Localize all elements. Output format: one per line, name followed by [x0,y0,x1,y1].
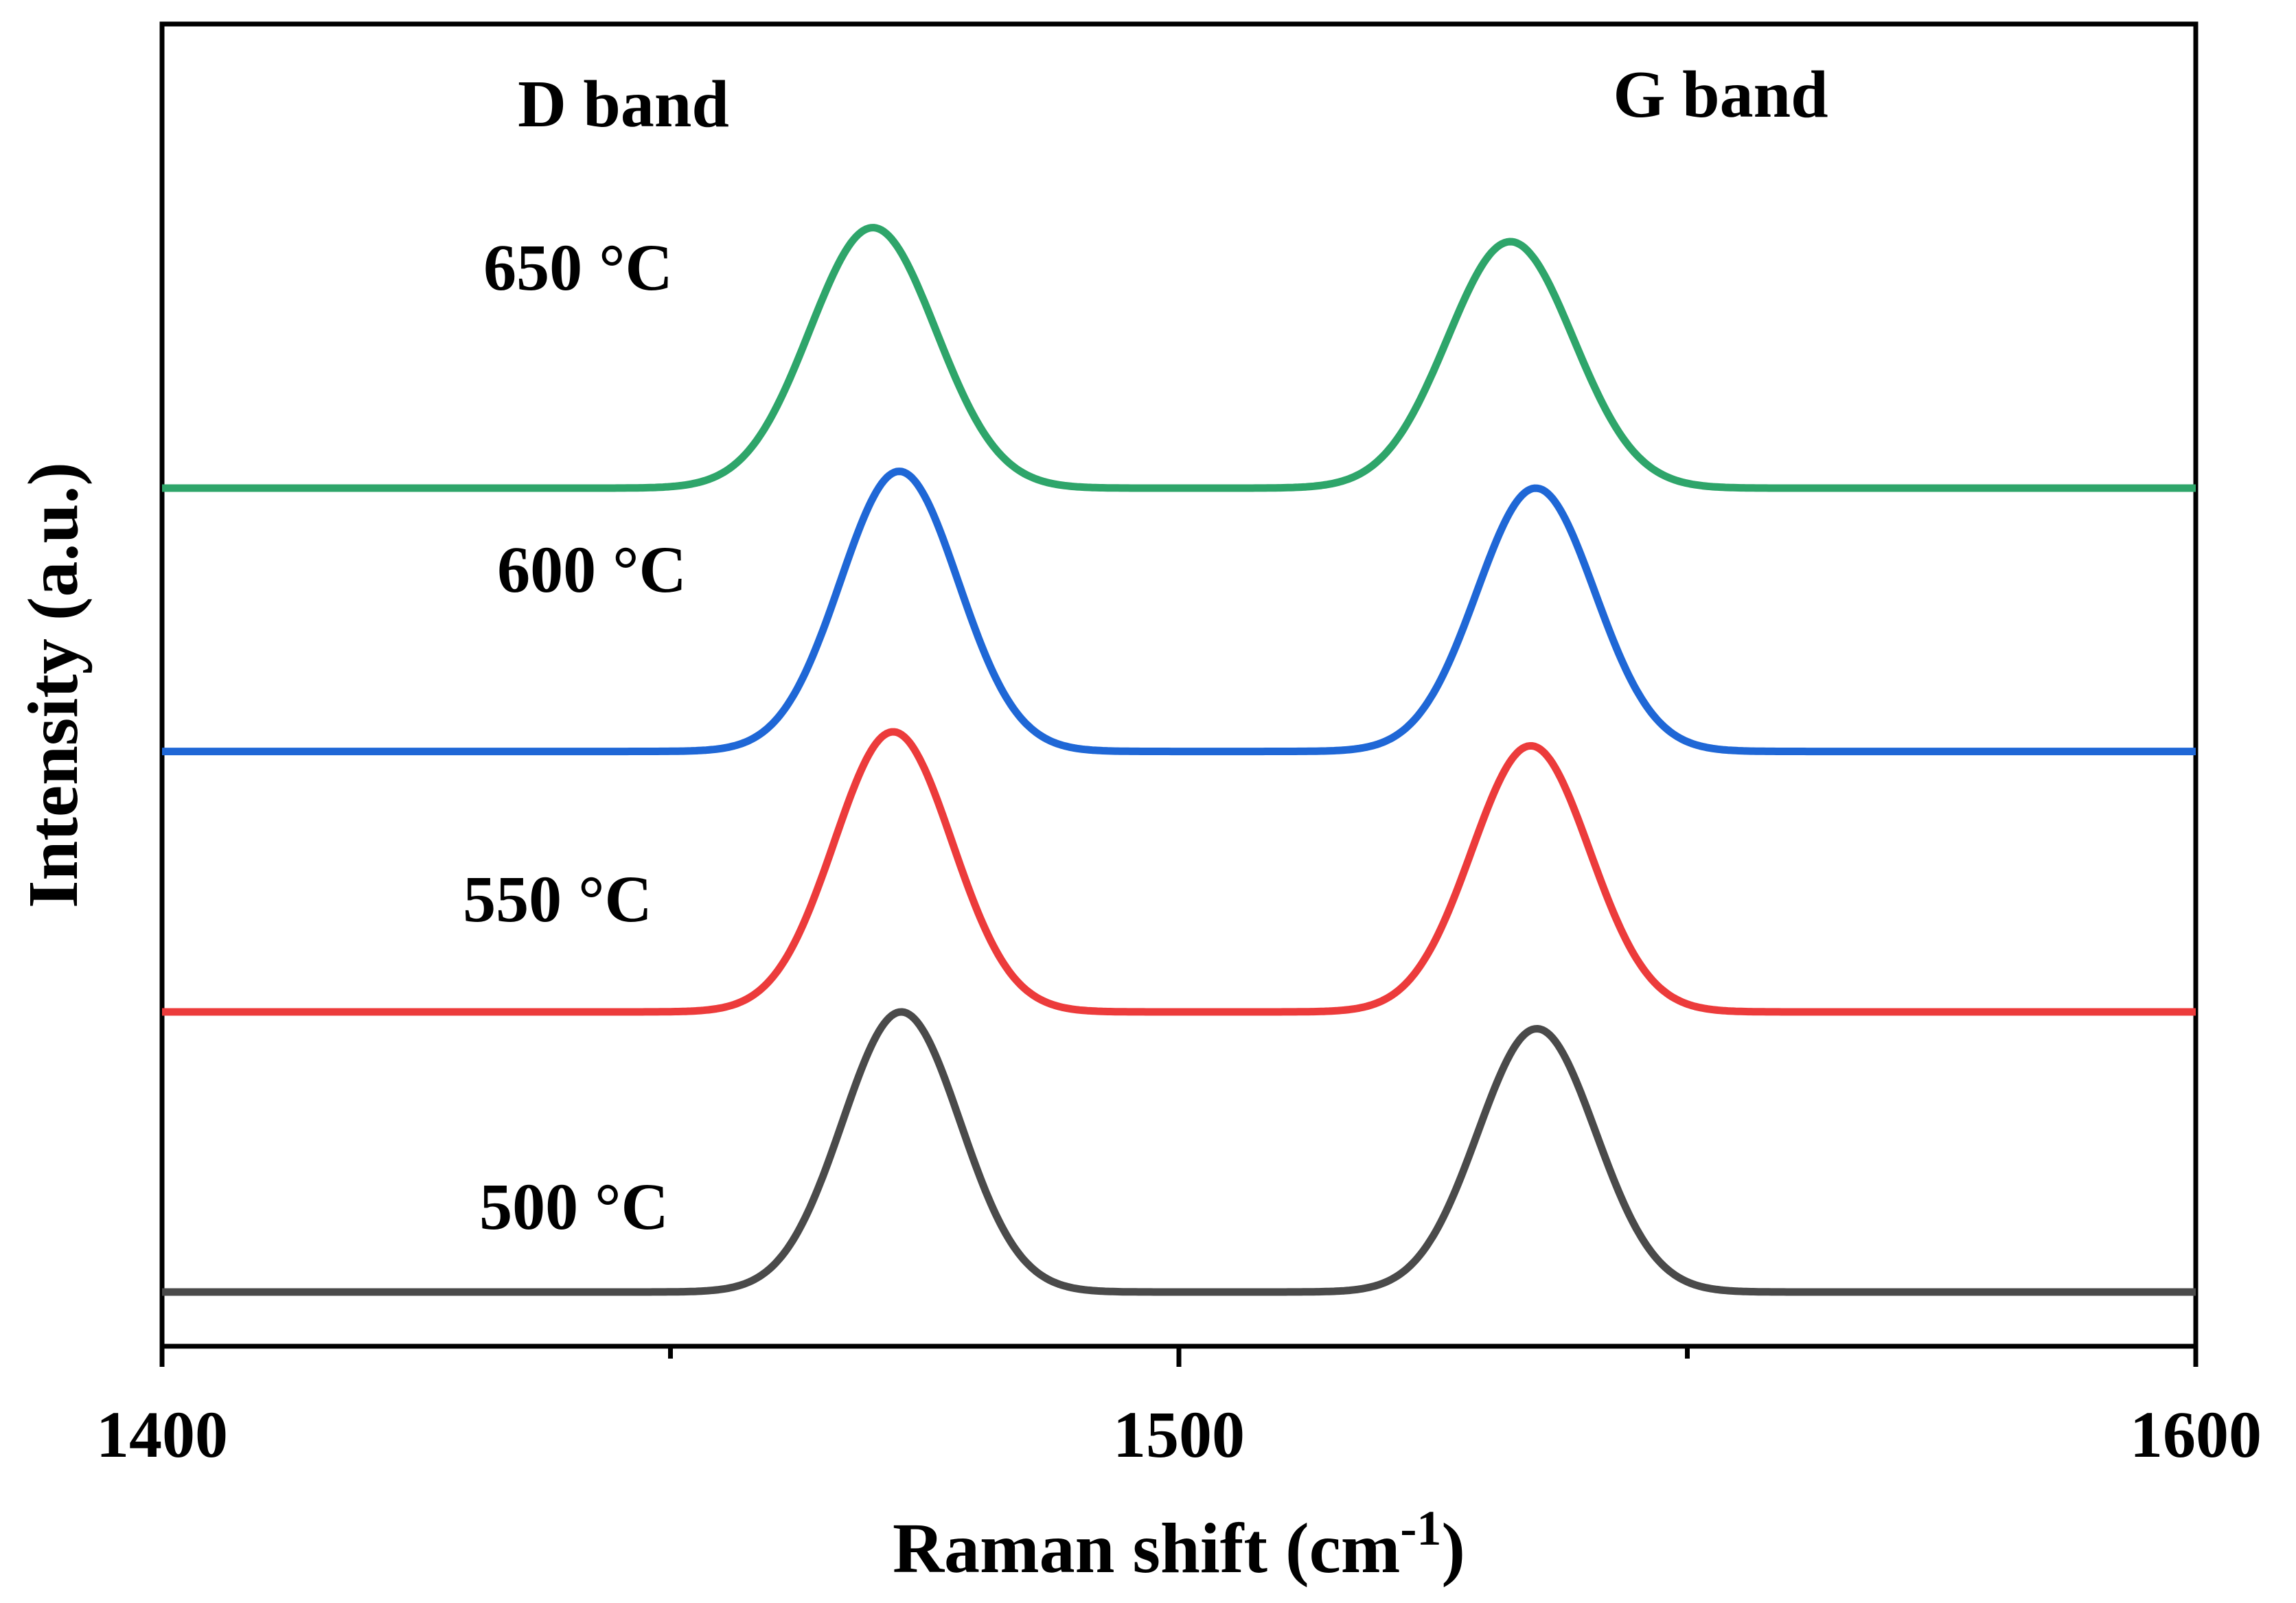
d-band-annotation: D band [518,67,729,141]
y-axis-label: Intensity (a.u.) [14,462,93,908]
series-line-500 [161,1008,2197,1296]
series-line-650 [161,224,2197,492]
series-line-600 [161,468,2197,756]
series-layer [161,224,2197,1296]
g-band-annotation: G band [1613,58,1828,132]
tick-layer [159,1346,2199,1367]
series-label-600: 600 °C [497,533,687,606]
series-line-550 [161,728,2197,1016]
x-axis-label-close: ) [1441,1509,1465,1588]
x-tick-label-1400: 1400 [96,1398,228,1471]
x-axis-label: Raman shift (cm-1) [893,1501,1465,1588]
series-label-550: 550 °C [463,862,652,936]
x-axis-label-superscript: -1 [1400,1501,1441,1556]
x-tick-label-1500: 1500 [1113,1398,1245,1471]
x-axis-label-main: Raman shift (cm [893,1509,1400,1588]
series-label-500: 500 °C [479,1170,669,1243]
x-tick-label-1600: 1600 [2130,1398,2262,1471]
series-label-650: 650 °C [483,231,673,304]
